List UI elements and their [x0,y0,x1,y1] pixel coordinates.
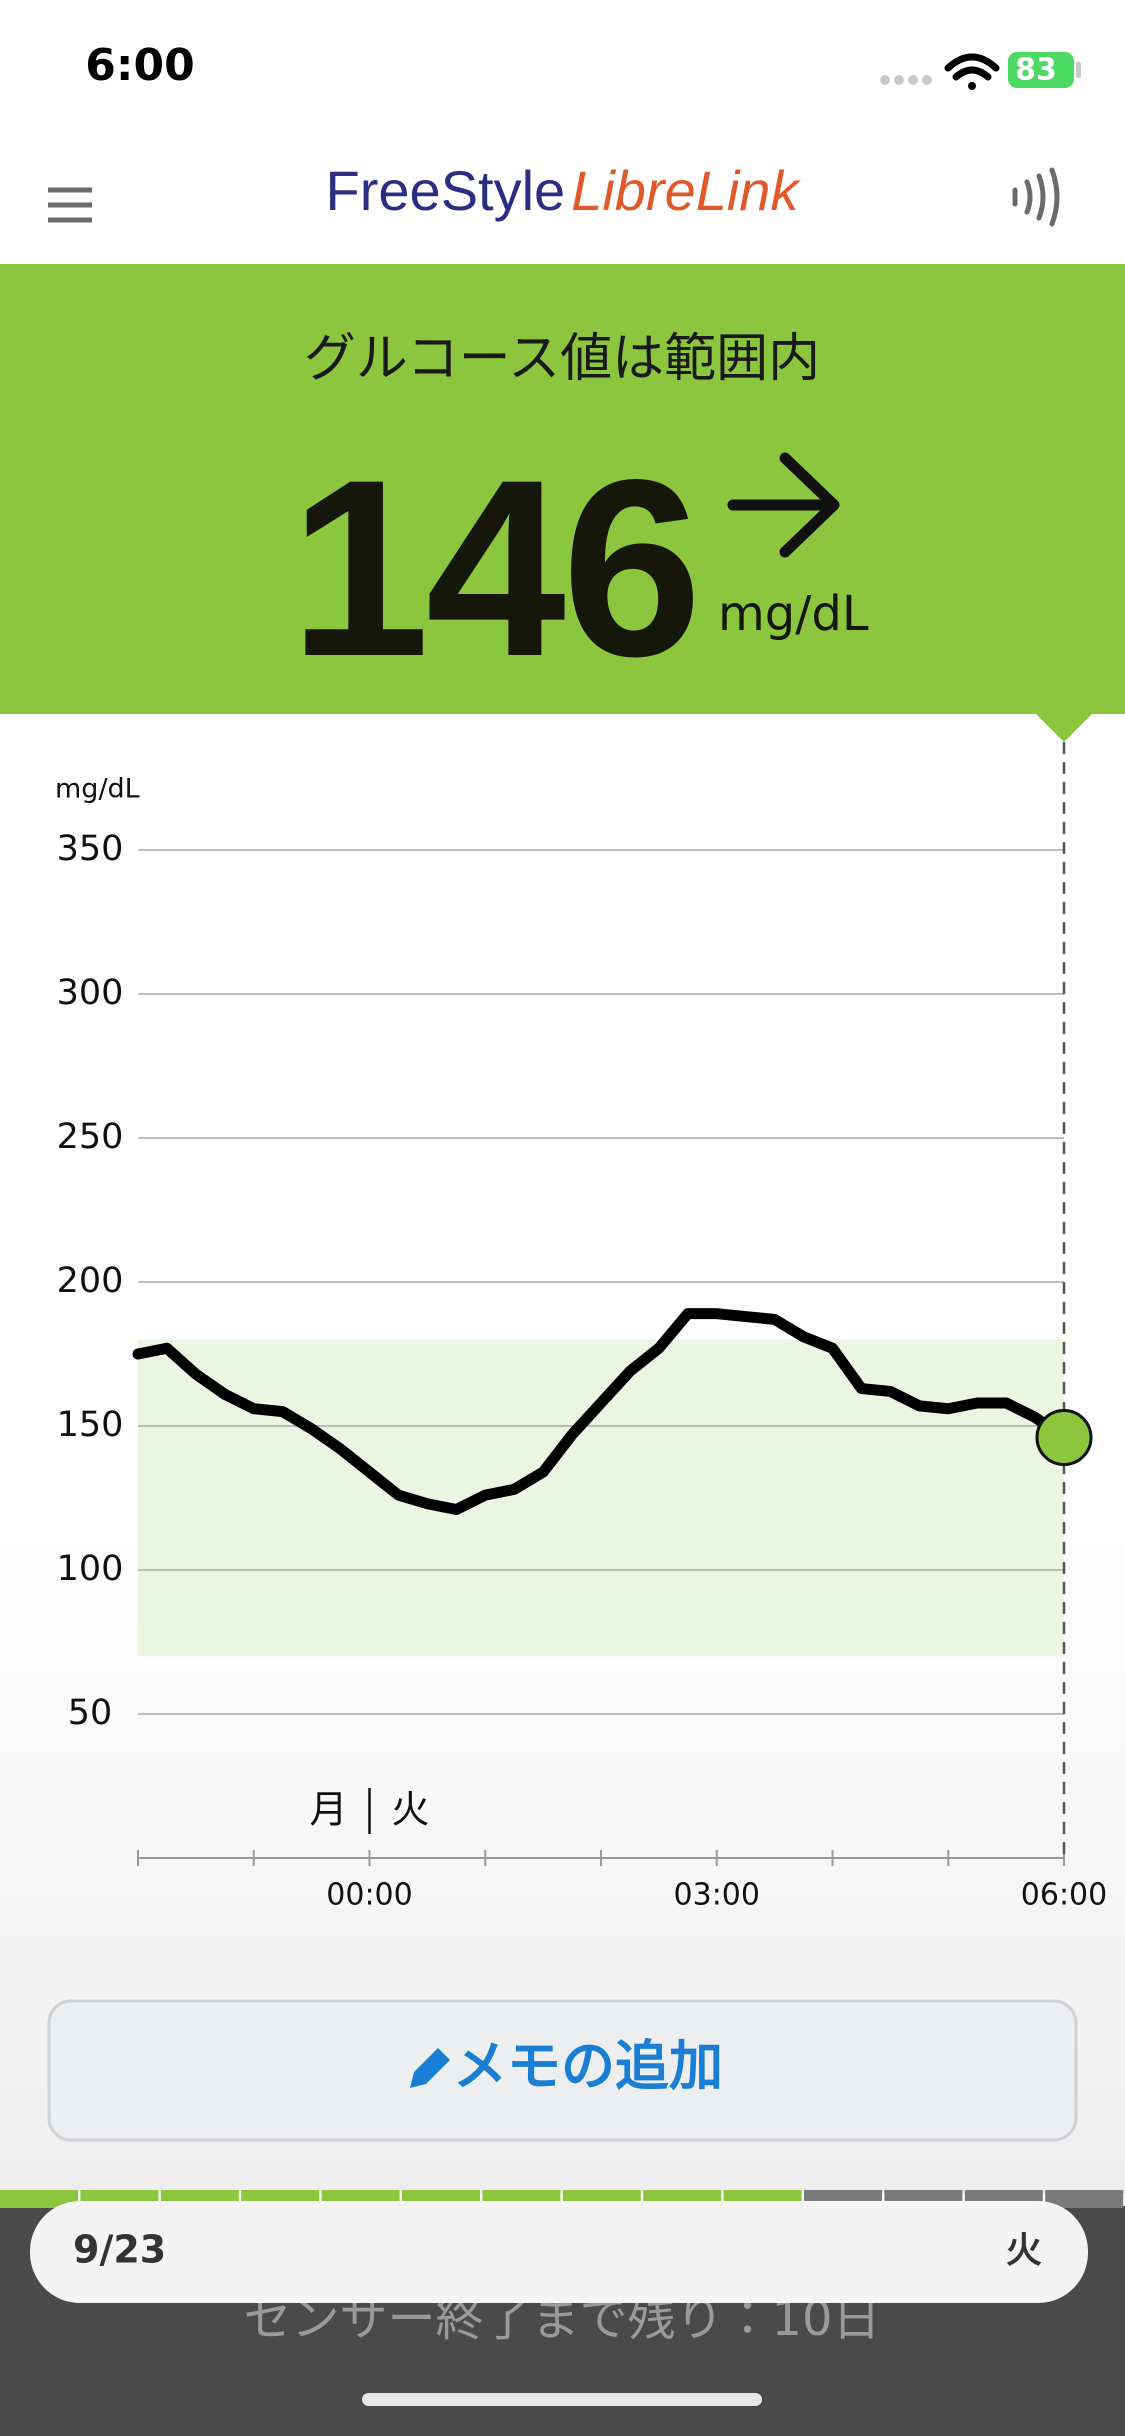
x-tick-label: 00:00 [326,1878,412,1913]
y-tick-label: 50 [68,1693,113,1733]
x-tick-label: 06:00 [1021,1878,1107,1913]
status-time: 6:00 [85,40,194,91]
date-pill[interactable] [30,2201,1088,2303]
home-indicator [362,2393,762,2406]
glucose-chart: mg/dL 50 100 150 200 250 300 350 00:00 03:00 06:0… [55,742,1107,1913]
pencil-icon [410,2048,450,2088]
glucose-status: グルコース値は範囲内 [304,329,820,389]
wifi-icon [944,53,1000,90]
logo-librelink: LibreLink [571,159,801,222]
cell-signal [880,75,932,85]
progress-segment [1045,2190,1124,2208]
day-label: 月 [309,1788,347,1832]
progress-segment [0,2190,78,2208]
y-axis-label: mg/dL [55,774,140,805]
app-logo: FreeStyle LibreLink [326,159,802,222]
trend-arrow [727,452,840,558]
add-memo-button[interactable] [47,1999,1078,2142]
logo-freestyle: FreeStyle [326,159,566,222]
y-tick-label: 300 [57,973,124,1013]
battery-level: 83 [1015,53,1057,88]
menu-button[interactable] [48,187,92,223]
glucose-value: 146 [290,428,698,709]
battery-tip [1076,62,1081,78]
y-tick-label: 250 [57,1117,124,1157]
weekday-label: 火 [1006,2230,1042,2271]
banner-pointer [1036,714,1092,742]
x-tick-label: 03:00 [674,1878,760,1913]
glucose-unit: mg/dL [718,586,869,642]
scan-button[interactable] [1012,167,1060,227]
day-label: 火 [392,1788,430,1832]
y-tick-label: 200 [57,1261,124,1301]
date-label: 9/23 [73,2228,166,2272]
battery-icon [1008,52,1074,88]
target-range [138,1339,1064,1657]
add-memo-label: メモの追加 [453,2035,723,2098]
glucose-line [132,1308,1070,1516]
current-reading-marker [1035,1409,1093,1467]
y-tick-label: 350 [57,829,124,869]
y-tick-label: 100 [57,1549,124,1589]
y-tick-label: 150 [57,1405,124,1445]
status-banner [0,264,1125,714]
